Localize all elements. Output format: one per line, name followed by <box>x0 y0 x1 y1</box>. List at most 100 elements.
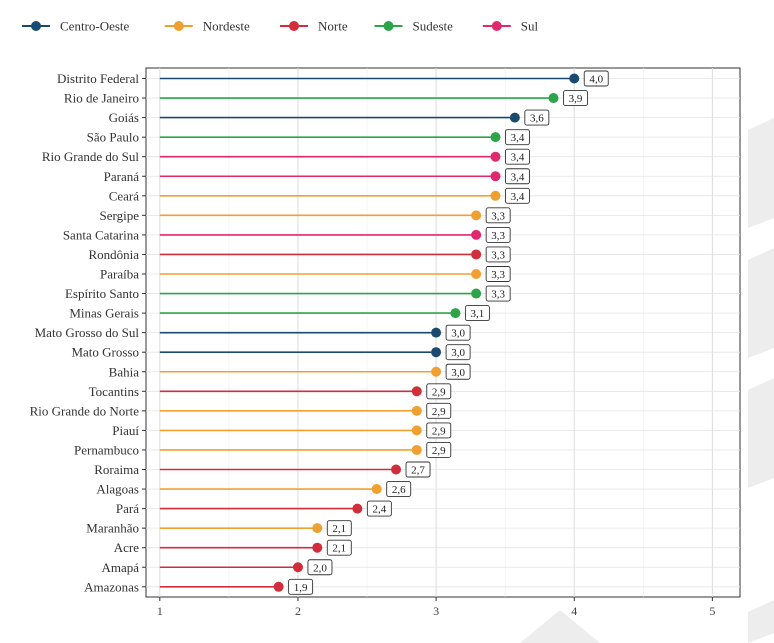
data-label-box <box>307 559 333 576</box>
lollipop-dot <box>273 581 284 592</box>
data-label: 4,0 <box>589 74 603 86</box>
chart-marks: 4,0 3,9 3,6 3,4 3,4 3,4 3,4 3,3 3,3 3,3 3,3 3,3 3,1 3… <box>159 70 609 595</box>
lollipop-dot <box>431 327 442 338</box>
y-tick-label: Roraima <box>94 462 139 477</box>
lollipop-dot <box>411 405 422 416</box>
data-label: 3,9 <box>569 93 583 105</box>
y-tick-label: Mato Grosso do Sul <box>35 325 140 340</box>
data-label: 3,3 <box>491 230 505 242</box>
data-label-box <box>505 148 530 165</box>
data-label-box <box>366 500 392 517</box>
legend-entry: Norte <box>318 19 348 34</box>
watermark-shape <box>520 610 600 643</box>
data-label: 3,1 <box>471 308 485 320</box>
data-label: 2,1 <box>332 543 346 555</box>
y-tick-label: Piauí <box>112 423 139 438</box>
x-tick-label: 4 <box>571 604 577 618</box>
y-tick-label: Pernambuco <box>74 442 139 457</box>
data-label: 3,4 <box>511 171 525 183</box>
data-label-box <box>426 383 452 400</box>
y-tick-label: Alagoas <box>96 482 139 497</box>
data-label-box <box>445 363 471 380</box>
legend-key-dot <box>289 21 299 31</box>
legend-entry: Centro-Oeste <box>60 19 130 34</box>
x-tick-label: 3 <box>433 604 439 618</box>
data-label: 3,4 <box>511 132 525 144</box>
data-label: 2,6 <box>392 484 406 496</box>
y-tick-label: Rondônia <box>88 247 139 262</box>
lollipop-dot <box>569 73 580 84</box>
lollipop-dot <box>471 288 482 299</box>
y-tick-label: Minas Gerais <box>69 306 139 321</box>
data-label-box <box>485 226 511 243</box>
data-label: 3,3 <box>491 289 505 301</box>
data-label-box <box>326 520 352 537</box>
lollipop-dot <box>411 444 422 455</box>
data-label-box <box>485 285 511 302</box>
legend: Centro-Oeste Nordeste Norte Sudeste Sul <box>22 19 539 34</box>
legend-key-dot <box>383 21 394 31</box>
data-label: 3,4 <box>511 152 525 164</box>
watermark-shape <box>748 118 774 228</box>
data-label: 1,9 <box>294 582 308 594</box>
y-tick-label: Amazonas <box>84 579 139 594</box>
y-tick-label: Goiás <box>109 110 139 125</box>
data-label: 2,4 <box>372 504 386 516</box>
lollipop-dot <box>471 269 482 279</box>
lollipop-dot <box>471 249 482 260</box>
y-tick-label: Tocantins <box>89 384 139 399</box>
data-label-box <box>386 481 412 497</box>
y-tick-label: Bahia <box>109 364 140 379</box>
legend-entry: Sudeste <box>413 19 454 34</box>
data-label-box <box>524 109 550 126</box>
lollipop-dot <box>471 210 482 221</box>
lollipop-dot <box>490 132 501 143</box>
data-label-box <box>426 422 452 439</box>
legend-entry: Nordeste <box>203 19 250 34</box>
y-tick-label: Sergipe <box>100 208 140 223</box>
data-label-box <box>485 266 511 282</box>
data-label-box <box>485 246 511 263</box>
x-tick-label: 5 <box>709 604 715 618</box>
data-label-box <box>426 442 452 458</box>
data-label: 3,6 <box>530 113 544 125</box>
legend-entry: Sul <box>521 19 539 34</box>
data-label-box <box>445 324 471 341</box>
data-label-box <box>563 90 588 107</box>
y-tick-label: Acre <box>114 540 139 555</box>
lollipop-dot <box>312 523 323 534</box>
data-label: 3,0 <box>451 347 465 359</box>
lollipop-dot <box>391 464 402 475</box>
data-label: 3,3 <box>491 210 505 222</box>
lollipop-dot <box>411 386 422 397</box>
lollipop-dot <box>450 308 461 319</box>
data-label-box <box>505 168 530 185</box>
data-label: 3,3 <box>491 249 505 261</box>
data-label-box <box>583 70 609 87</box>
x-tick-label: 2 <box>295 604 301 618</box>
lollipop-dot <box>490 190 501 201</box>
y-tick-label: Ceará <box>109 188 140 203</box>
data-label: 3,0 <box>451 328 465 340</box>
data-label-box <box>505 129 530 146</box>
lollipop-dot <box>411 425 422 436</box>
y-tick-label: Paraná <box>104 169 140 184</box>
data-label: 2,9 <box>432 386 446 398</box>
y-tick-label: Distrito Federal <box>57 71 139 86</box>
y-tick-label: Rio de Janeiro <box>64 91 139 106</box>
legend-key-dot <box>491 21 502 31</box>
data-label-box <box>288 578 314 595</box>
x-axis: 1 2 3 4 5 <box>157 597 715 618</box>
watermark-shape <box>748 248 774 358</box>
lollipop-dot <box>548 93 559 104</box>
watermark-shape <box>748 600 774 643</box>
lollipop-dot <box>431 366 442 377</box>
data-label: 2,9 <box>432 445 446 457</box>
data-label-box <box>445 344 471 361</box>
watermark-shape <box>748 378 774 488</box>
data-label: 2,9 <box>432 406 446 418</box>
data-label-box <box>464 305 490 322</box>
lollipop-dot <box>431 347 442 358</box>
watermark-shapes <box>520 118 774 643</box>
